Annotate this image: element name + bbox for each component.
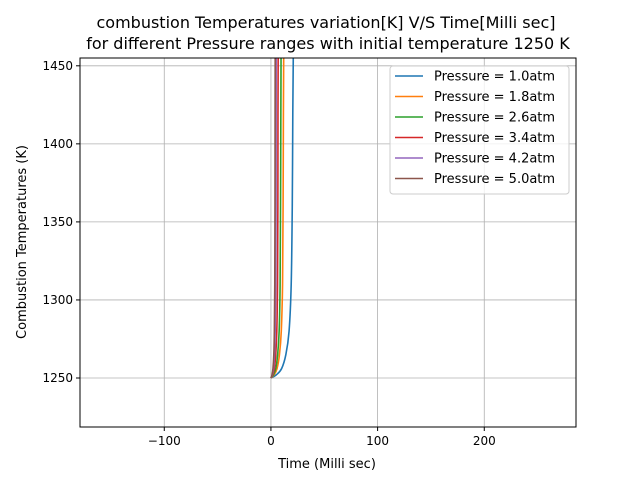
series-line [270, 58, 282, 379]
y-tick-label: 1350 [42, 215, 73, 229]
ticks: −100 0 100 200 1250 1300 1350 1400 1450 [42, 59, 495, 448]
y-axis-label: Combustion Temperatures (K) [15, 145, 30, 339]
legend-label: Pressure = 2.6atm [434, 111, 555, 126]
legend-label: Pressure = 4.2atm [434, 152, 555, 167]
x-tick-label: 0 [267, 434, 275, 448]
chart-title: combustion Temperatures variation[K] V/S… [97, 13, 556, 32]
legend-box [389, 65, 570, 195]
plot-frame [79, 57, 577, 428]
x-tick-label: 200 [473, 434, 496, 448]
series-lines [270, 58, 295, 379]
series-line [270, 58, 295, 379]
y-tick-label: 1300 [42, 293, 73, 307]
x-tick-label: −100 [148, 434, 181, 448]
series-line [270, 58, 285, 379]
legend-label: Pressure = 1.0atm [434, 70, 555, 85]
legend-label: Pressure = 3.4atm [434, 131, 555, 146]
chart-subtitle: for different Pressure ranges with initi… [86, 34, 570, 53]
y-tick-label: 1250 [42, 371, 73, 385]
legend: Pressure = 1.0atm Pressure = 1.8atm Pressu… [389, 65, 570, 195]
series-line [270, 58, 276, 379]
legend-label: Pressure = 1.8atm [434, 90, 555, 105]
y-tick-label: 1400 [42, 137, 73, 151]
x-axis-label: Time (Milli sec) [277, 457, 376, 472]
x-tick-label: 100 [366, 434, 389, 448]
y-tick-label: 1450 [42, 59, 73, 73]
legend-label: Pressure = 5.0atm [434, 172, 555, 187]
